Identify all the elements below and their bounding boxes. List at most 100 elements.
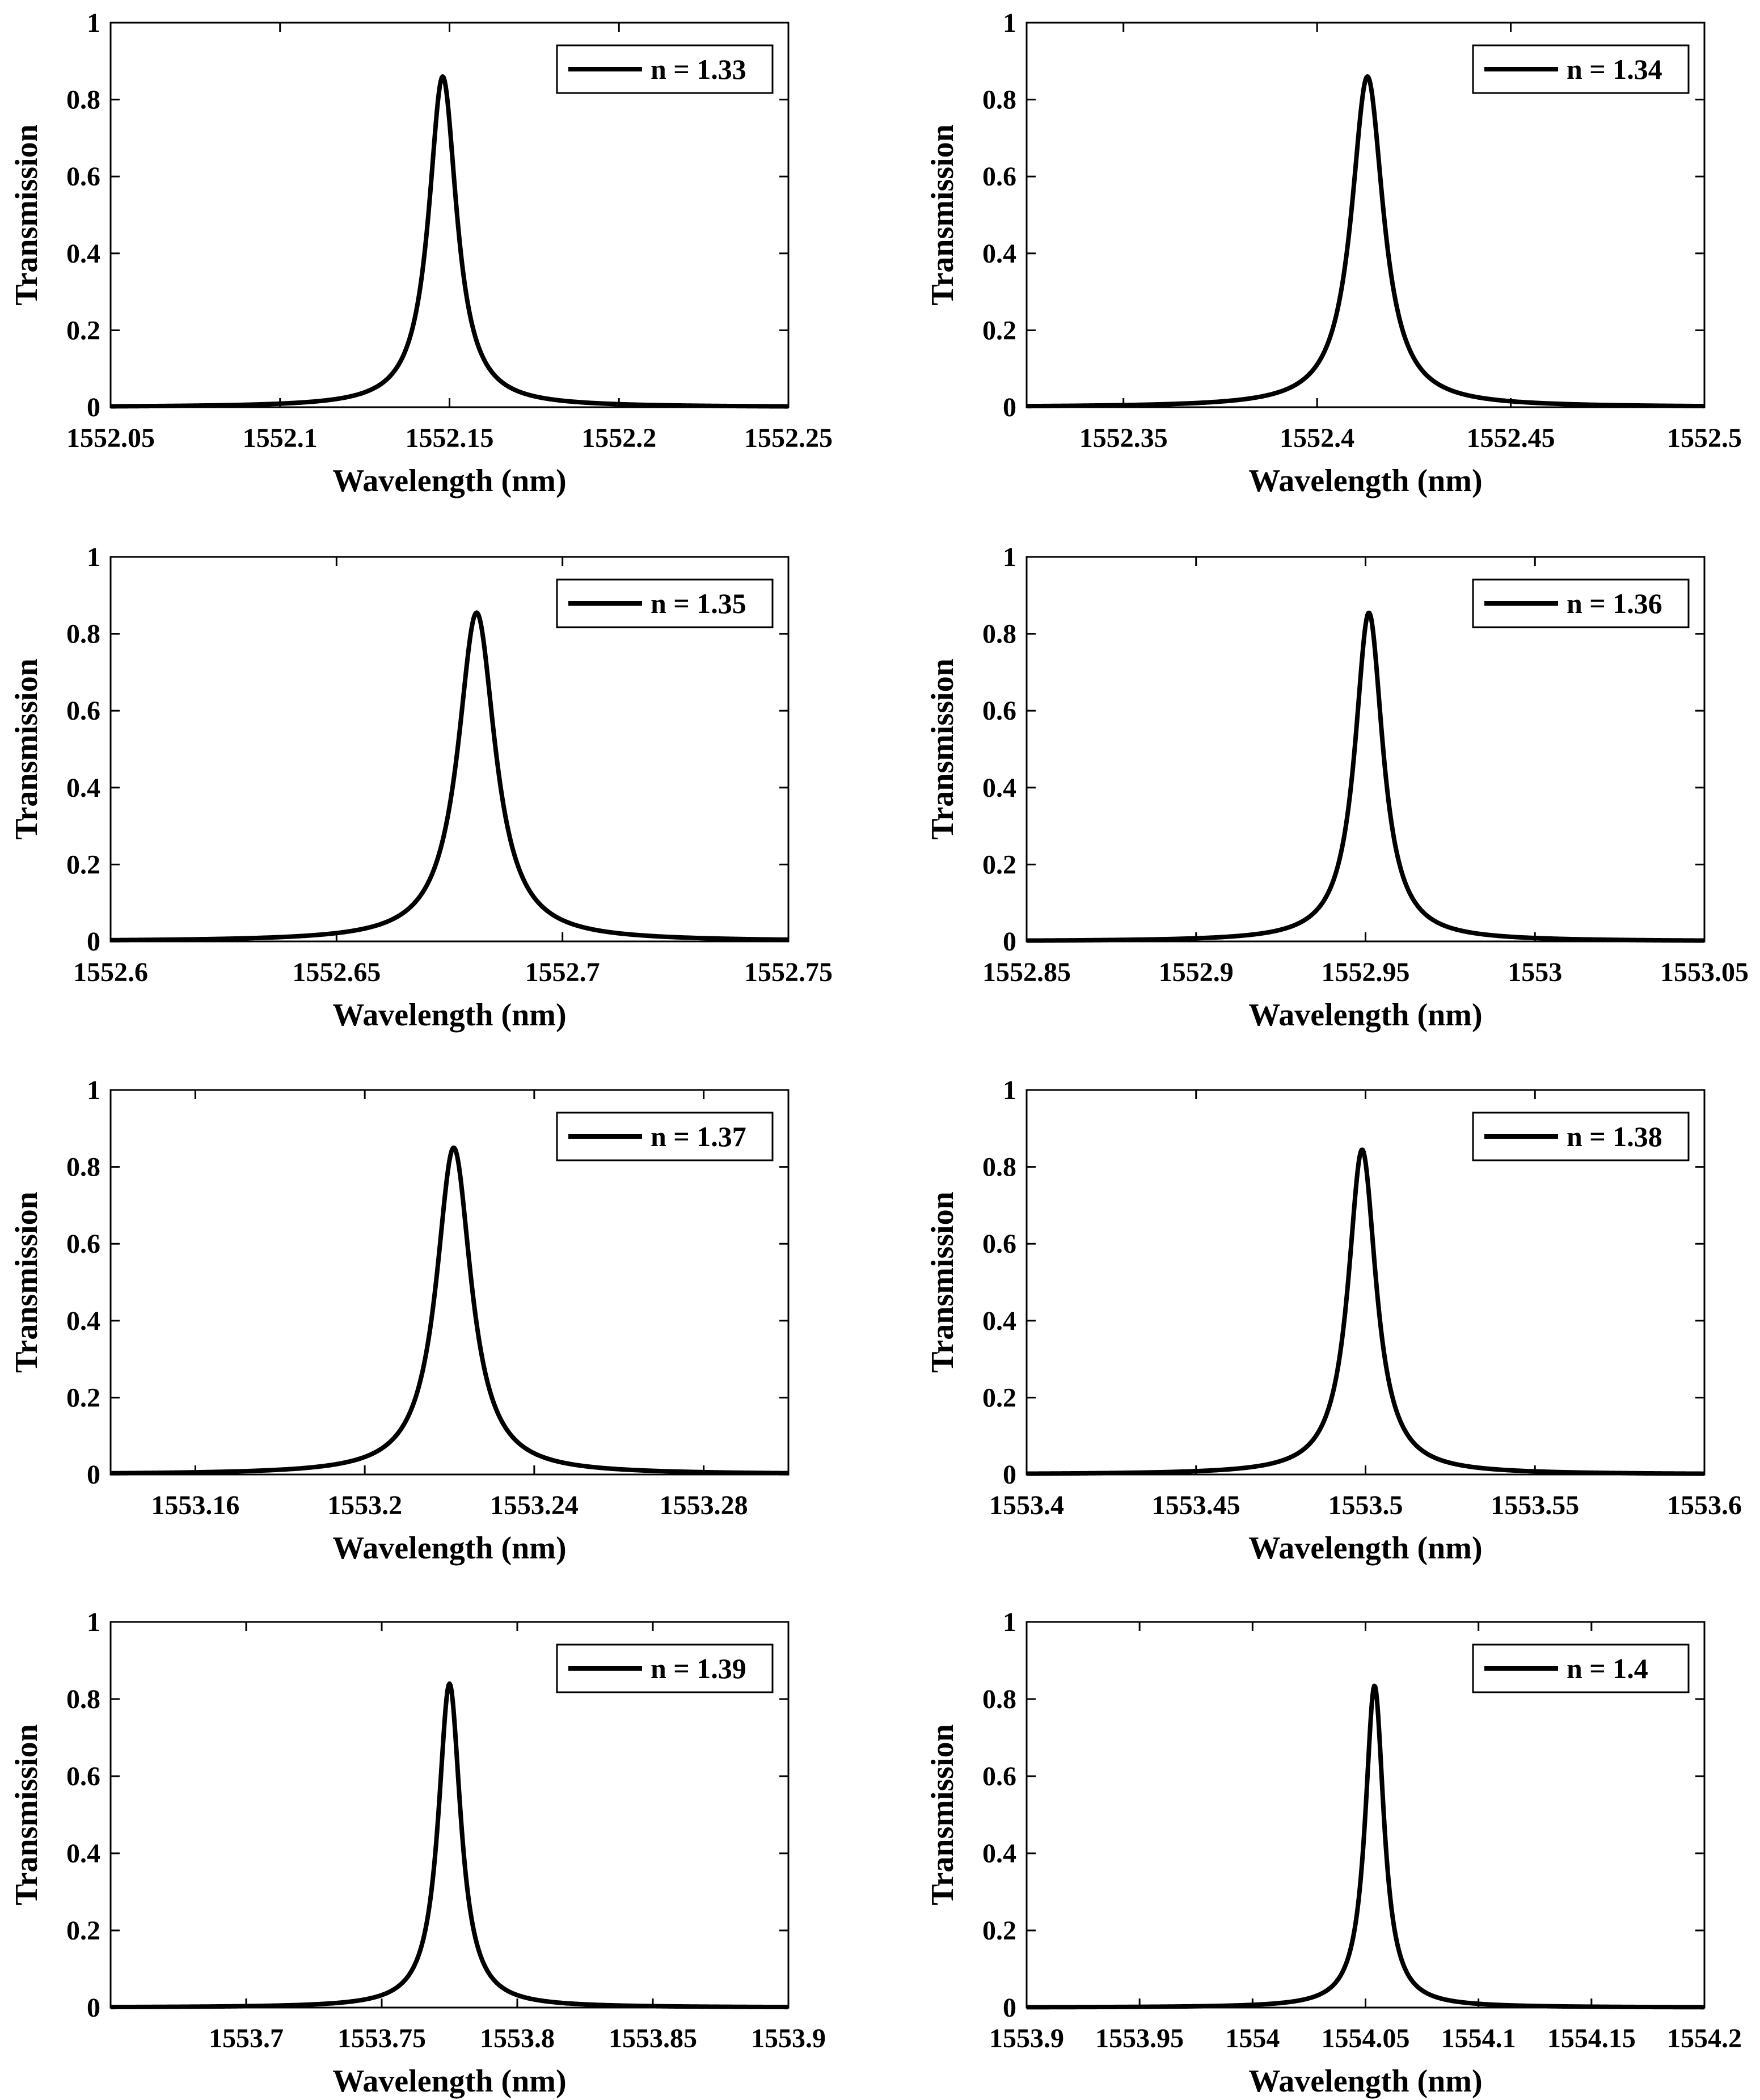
legend-label: n = 1.38	[1567, 1121, 1662, 1152]
x-tick-label: 1552.15	[406, 423, 494, 453]
x-tick-label: 1553.5	[1328, 1490, 1403, 1520]
legend: n = 1.38	[1472, 1112, 1690, 1161]
y-tick-label: 0	[87, 392, 100, 422]
x-tick-label: 1553.9	[989, 2023, 1064, 2053]
legend-label: n = 1.39	[651, 1653, 746, 1684]
chart-7: 0 0.2 0.4 0.6 0.8 1 1553.7 1553.75 1553.8 1553.85…	[9, 1607, 826, 2099]
y-tick-label: 0	[1003, 927, 1016, 957]
chart-2: 0 0.2 0.4 0.6 0.8 1 1552.35 1552.4 1552.45 1552.5…	[925, 8, 1742, 498]
legend: n = 1.4	[1472, 1643, 1690, 1693]
x-tick-label: 1553.8	[480, 2023, 555, 2053]
x-tick-label: 1552.6	[73, 957, 148, 987]
plot-frame	[109, 1621, 790, 2009]
x-axis-label: Wavelength (nm)	[332, 463, 566, 498]
x-tick-label: 1552.35	[1079, 423, 1168, 453]
y-tick-label: 0	[87, 1460, 100, 1490]
x-tick-label: 1552.7	[525, 957, 600, 987]
y-axis-label: Transmission	[9, 124, 44, 305]
y-tick-label: 1	[87, 8, 100, 38]
y-tick-label: 0.4	[66, 1306, 100, 1336]
x-tick-label: 1552.5	[1667, 423, 1742, 453]
series-line-1	[1025, 1683, 1706, 2010]
y-tick-label: 0.6	[982, 696, 1016, 726]
y-tick-label: 0	[1003, 1993, 1016, 2023]
y-tick-label: 0.4	[66, 239, 100, 269]
x-tick-label: 1554	[1225, 2023, 1280, 2053]
series-line-1	[109, 610, 790, 943]
y-tick-label: 0.4	[982, 239, 1016, 269]
x-tick-label: 1552.05	[66, 423, 155, 453]
plot-frame	[1025, 22, 1706, 408]
y-tick-label: 0.2	[66, 850, 100, 880]
x-axis-label: Wavelength (nm)	[1248, 1531, 1482, 1566]
y-tick-label: 1	[87, 1075, 100, 1105]
y-tick-label: 0.4	[982, 773, 1016, 803]
x-tick-label: 1553.2	[327, 1490, 402, 1520]
y-tick-label: 0.8	[66, 1684, 100, 1714]
y-tick-label: 0.4	[66, 773, 100, 803]
legend: n = 1.37	[556, 1112, 774, 1161]
x-tick-label: 1552.4	[1280, 423, 1354, 453]
x-tick-label: 1552.2	[581, 423, 656, 453]
y-tick-label: 0.6	[982, 1229, 1016, 1259]
x-tick-label: 1552.9	[1159, 957, 1234, 987]
y-tick-label: 1	[1003, 1607, 1016, 1637]
x-tick-label: 1553.05	[1660, 957, 1749, 987]
legend-label: n = 1.33	[651, 53, 746, 85]
y-tick-label: 1	[1003, 542, 1016, 572]
x-tick-label: 1553	[1508, 957, 1562, 987]
x-axis-label: Wavelength (nm)	[332, 1531, 566, 1566]
y-tick-label: 0	[1003, 1460, 1016, 1490]
x-tick-label: 1553.24	[490, 1490, 579, 1520]
legend: n = 1.34	[1472, 44, 1690, 94]
series-line-1	[1025, 1147, 1706, 1476]
y-axis-label: Transmission	[9, 658, 44, 839]
legend: n = 1.35	[556, 578, 774, 628]
x-tick-label: 1554.05	[1322, 2023, 1410, 2053]
x-tick-label: 1553.45	[1152, 1490, 1240, 1520]
y-tick-label: 0.8	[982, 1684, 1016, 1714]
x-tick-label: 1554.15	[1547, 2023, 1636, 2053]
chart-6: 0 0.2 0.4 0.6 0.8 1 1553.4 1553.45 1553.5 1553.55…	[925, 1075, 1742, 1566]
y-tick-label: 0.2	[982, 1383, 1016, 1413]
x-tick-label: 1553.85	[609, 2023, 697, 2053]
x-tick-label: 1553.4	[989, 1490, 1064, 1520]
y-tick-label: 0.6	[66, 1761, 100, 1791]
plot-frame	[109, 1089, 790, 1476]
y-tick-label: 0.2	[982, 850, 1016, 880]
x-tick-label: 1553.55	[1491, 1490, 1579, 1520]
x-axis-label: Wavelength (nm)	[1248, 998, 1482, 1033]
x-tick-label: 1552.95	[1322, 957, 1410, 987]
x-tick-label: 1552.65	[292, 957, 381, 987]
x-tick-label: 1553.9	[751, 2023, 826, 2053]
y-tick-label: 0.6	[66, 696, 100, 726]
y-tick-label: 0	[1003, 392, 1016, 422]
legend-label: n = 1.4	[1567, 1653, 1648, 1684]
y-axis-label: Transmission	[9, 1191, 44, 1372]
y-tick-label: 1	[87, 1607, 100, 1637]
x-tick-label: 1554.1	[1441, 2023, 1516, 2053]
legend-label: n = 1.34	[1567, 53, 1662, 85]
y-tick-label: 0.6	[66, 1229, 100, 1259]
series-line-1	[1025, 74, 1706, 409]
x-tick-label: 1552.45	[1467, 423, 1555, 453]
legend-label: n = 1.35	[651, 588, 746, 619]
y-axis-label: Transmission	[925, 1191, 960, 1372]
series-line-1	[109, 1681, 790, 2010]
y-tick-label: 0.8	[982, 1152, 1016, 1182]
y-tick-label: 0.4	[982, 1306, 1016, 1336]
plot-frame	[109, 556, 790, 943]
x-tick-label: 1553.7	[209, 2023, 284, 2053]
y-tick-label: 0.8	[66, 1152, 100, 1182]
x-axis-label: Wavelength (nm)	[332, 998, 566, 1033]
x-tick-label: 1552.25	[744, 423, 833, 453]
chart-1: 0 0.2 0.4 0.6 0.8 1 1552.05 1552.1 1552.15 1552.2…	[9, 8, 833, 498]
chart-4: 0 0.2 0.4 0.6 0.8 1 1552.85 1552.9 1552.95 1553 15…	[925, 542, 1749, 1033]
legend-label: n = 1.37	[651, 1121, 746, 1152]
x-tick-label: 1552.1	[243, 423, 318, 453]
y-tick-label: 0.6	[66, 162, 100, 192]
x-axis-label: Wavelength (nm)	[332, 2064, 566, 2099]
chart-5: 0 0.2 0.4 0.6 0.8 1 1553.16 1553.2 1553.24 1553.2…	[9, 1075, 790, 1566]
y-tick-label: 0.2	[66, 1916, 100, 1946]
